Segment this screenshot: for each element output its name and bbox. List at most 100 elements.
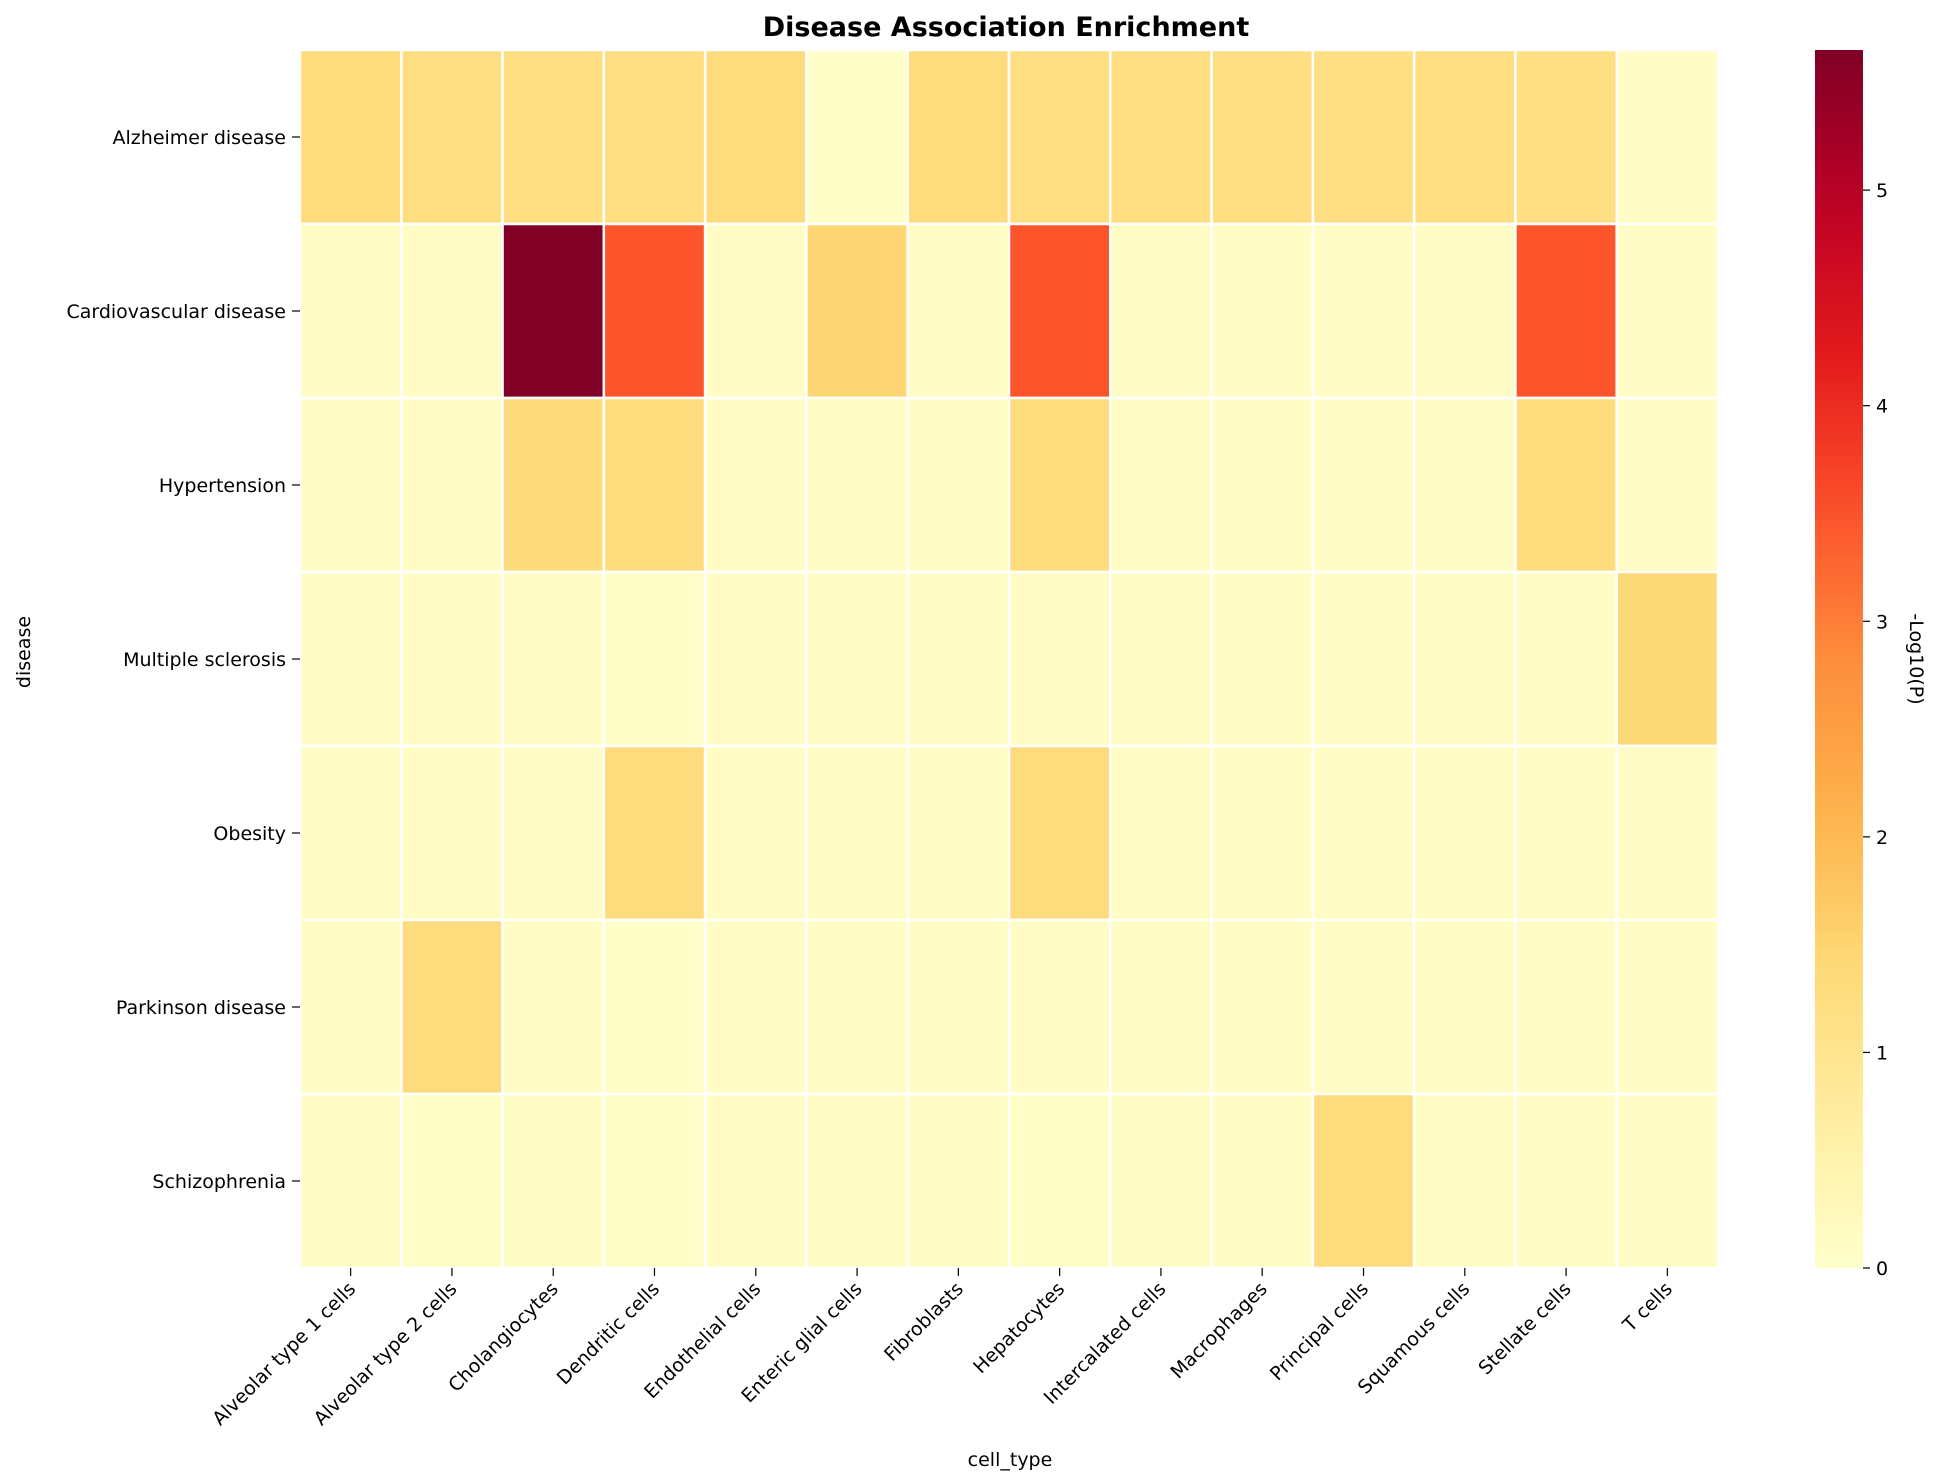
heatmap-cell xyxy=(1109,918,1213,1096)
heatmap-cell xyxy=(906,396,1011,574)
heatmap-cell xyxy=(501,222,606,400)
heatmap-cell xyxy=(602,918,707,1096)
x-tick-label: Fibroblasts xyxy=(880,1278,968,1366)
heatmap-cell xyxy=(298,1092,403,1270)
colorbar-tick-label: 3 xyxy=(1876,611,1888,633)
heatmap-cell xyxy=(1615,918,1720,1096)
heatmap-cell xyxy=(1007,396,1112,574)
heatmap-cell xyxy=(1210,1092,1315,1270)
colorbar-tick-label: 0 xyxy=(1876,1258,1888,1280)
heatmap-cell xyxy=(400,222,504,400)
heatmap-cell xyxy=(1109,396,1213,574)
heatmap-cell xyxy=(1109,222,1213,400)
heatmap-cell xyxy=(805,222,909,400)
heatmap-cell xyxy=(805,1092,909,1270)
heatmap-cell xyxy=(805,396,909,574)
heatmap-cell xyxy=(1514,918,1618,1096)
colorbar-ticks: 0 1 2 3 4 5 xyxy=(1863,180,1888,1280)
heatmap-cell xyxy=(1514,222,1618,400)
heatmap-cell xyxy=(1007,222,1112,400)
heatmap-cell xyxy=(1514,48,1618,226)
y-tick-label: Alzheimer disease xyxy=(113,127,286,149)
colorbar-tick-label: 1 xyxy=(1876,1042,1888,1064)
x-axis-label: cell_type xyxy=(968,1449,1053,1471)
heatmap-cell xyxy=(298,222,403,400)
heatmap-cell xyxy=(1007,744,1112,922)
heatmap-cell xyxy=(1514,396,1618,574)
heatmap-cell xyxy=(1615,48,1720,226)
x-tick-label: Stellate cells xyxy=(1474,1278,1575,1379)
y-tick-label: Cardiovascular disease xyxy=(66,301,286,323)
heatmap-cell xyxy=(906,48,1011,226)
heatmap-cell xyxy=(1311,48,1416,226)
y-tick-label: Obesity xyxy=(213,823,286,845)
heatmap-cell xyxy=(1311,744,1416,922)
heatmap-cell xyxy=(805,570,909,748)
heatmap-cell xyxy=(400,570,504,748)
heatmap-cell xyxy=(400,918,504,1096)
heatmap-cell xyxy=(1615,570,1720,748)
heatmap-cell xyxy=(501,48,606,226)
heatmap-cell xyxy=(298,744,403,922)
y-tick-label: Schizophrenia xyxy=(152,1171,286,1193)
heatmap-cell xyxy=(1210,222,1315,400)
heatmap-cell xyxy=(298,918,403,1096)
y-axis-ticks: Alzheimer disease Cardiovascular disease H… xyxy=(66,127,300,1193)
heatmap-cell xyxy=(501,396,606,574)
heatmap-cell xyxy=(1615,396,1720,574)
heatmap-cell xyxy=(1109,1092,1213,1270)
x-tick-label: Hepatocytes xyxy=(969,1278,1069,1378)
heatmap-cell xyxy=(906,222,1011,400)
x-tick-label: Dendritic cells xyxy=(553,1278,664,1389)
heatmap-cell xyxy=(1311,1092,1416,1270)
x-tick-label: Principal cells xyxy=(1266,1278,1373,1385)
y-tick-label: Multiple sclerosis xyxy=(123,649,286,671)
heatmap-cell xyxy=(1412,222,1517,400)
heatmap-cell xyxy=(298,48,403,226)
colorbar-tick-label: 2 xyxy=(1876,827,1888,849)
heatmap-cell xyxy=(1615,1092,1720,1270)
heatmap-cell xyxy=(1412,570,1517,748)
heatmap-cell xyxy=(1311,570,1416,748)
y-tick-label: Hypertension xyxy=(159,475,286,497)
heatmap-cell xyxy=(1412,1092,1517,1270)
heatmap-cell xyxy=(602,222,707,400)
heatmap-cell xyxy=(602,570,707,748)
heatmap-cell xyxy=(1109,744,1213,922)
heatmap-cell xyxy=(298,570,403,748)
heatmap-cell xyxy=(703,48,808,226)
heatmap-cell xyxy=(703,396,808,574)
x-tick-label: T cells xyxy=(1618,1278,1677,1337)
heatmap-cell xyxy=(1412,744,1517,922)
heatmap-cell xyxy=(703,918,808,1096)
heatmap-cell xyxy=(703,222,808,400)
heatmap-cell xyxy=(1210,570,1315,748)
heatmap-cell xyxy=(1615,744,1720,922)
heatmap-cell xyxy=(1514,570,1618,748)
heatmap-cell xyxy=(805,744,909,922)
y-tick-label: Parkinson disease xyxy=(116,997,286,1019)
heatmap-cell xyxy=(501,1092,606,1270)
heatmap-cell xyxy=(1007,1092,1112,1270)
heatmap-cell xyxy=(400,48,504,226)
heatmap-cell xyxy=(400,744,504,922)
heatmap-cell xyxy=(602,744,707,922)
heatmap-cell xyxy=(805,918,909,1096)
x-tick-label: Macrophages xyxy=(1166,1278,1271,1383)
heatmap-cell xyxy=(501,744,606,922)
heatmap-cell xyxy=(602,396,707,574)
heatmap-cell xyxy=(1007,570,1112,748)
heatmap-cell xyxy=(906,1092,1011,1270)
heatmap-cell xyxy=(1210,744,1315,922)
heatmap-cell xyxy=(602,48,707,226)
heatmap-cell xyxy=(501,570,606,748)
heatmap-cell xyxy=(1210,918,1315,1096)
heatmap-cell xyxy=(906,918,1011,1096)
heatmap-cell xyxy=(400,396,504,574)
heatmap-cell xyxy=(1109,570,1213,748)
x-tick-label: Squamous cells xyxy=(1354,1278,1475,1399)
heatmap-cell xyxy=(1412,918,1517,1096)
heatmap-cell xyxy=(906,570,1011,748)
